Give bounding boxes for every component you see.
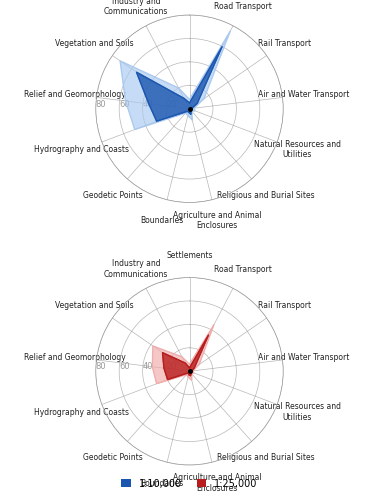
- Polygon shape: [120, 31, 230, 130]
- Polygon shape: [136, 46, 222, 121]
- Polygon shape: [152, 324, 214, 384]
- Legend: 1:10,000, 1:25,000: 1:10,000, 1:25,000: [117, 475, 262, 492]
- Polygon shape: [163, 335, 208, 380]
